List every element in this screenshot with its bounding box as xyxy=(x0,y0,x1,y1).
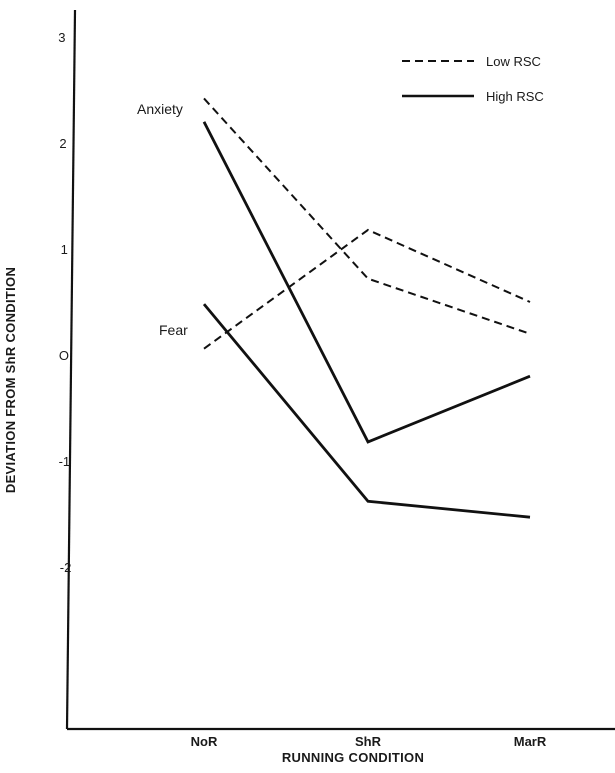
x-category-label: NoR xyxy=(191,734,218,749)
series-label-fear: Fear xyxy=(159,322,188,338)
data-series xyxy=(202,97,531,519)
y-axis-title: DEVIATION FROM ShR CONDITION xyxy=(3,267,18,493)
y-tick-label: 2 xyxy=(59,136,66,151)
y-tick-labels: 3 2 1 O -1 -2 xyxy=(58,30,71,575)
legend-label-low-rsc: Low RSC xyxy=(486,54,541,69)
series-label-anxiety: Anxiety xyxy=(137,101,183,117)
x-category-label: MarR xyxy=(514,734,547,749)
series-line-fear-high-rsc xyxy=(202,303,531,519)
axes xyxy=(65,9,615,731)
y-tick-label: -2 xyxy=(60,560,72,575)
y-tick-label: 3 xyxy=(58,30,65,45)
series-line-fear-low-rsc xyxy=(203,228,531,350)
y-tick-label: O xyxy=(59,348,69,363)
x-category-labels: NoR ShR MarR xyxy=(191,734,547,749)
series-line-anxiety-high-rsc xyxy=(202,121,531,444)
series-line-anxiety-low-rsc xyxy=(203,97,531,335)
y-tick-label: -1 xyxy=(59,454,71,469)
y-axis-line xyxy=(65,9,77,730)
legend-label-high-rsc: High RSC xyxy=(486,89,544,104)
x-axis-title: RUNNING CONDITION xyxy=(282,750,424,765)
x-category-label: ShR xyxy=(355,734,382,749)
y-tick-label: 1 xyxy=(61,242,68,257)
legend: Low RSC High RSC xyxy=(402,54,544,104)
